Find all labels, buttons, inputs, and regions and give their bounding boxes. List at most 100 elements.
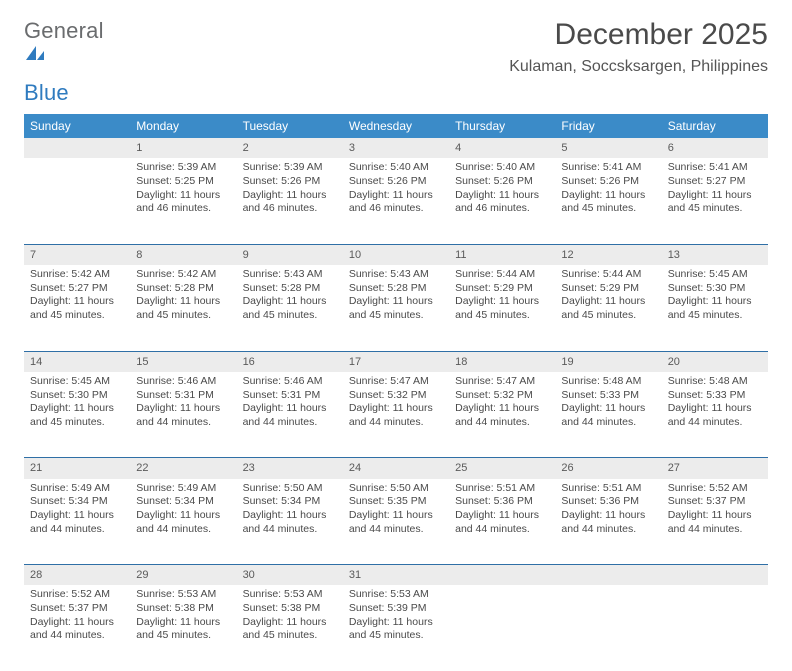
daylight-text: Daylight: 11 hours and 45 minutes. xyxy=(30,402,124,429)
brand-text: General Blue xyxy=(24,18,104,106)
day-body-row: Sunrise: 5:39 AMSunset: 5:25 PMDaylight:… xyxy=(24,158,768,244)
day-body-cell: Sunrise: 5:44 AMSunset: 5:29 PMDaylight:… xyxy=(555,265,661,351)
sunrise-text: Sunrise: 5:52 AM xyxy=(668,482,762,496)
sunrise-text: Sunrise: 5:50 AM xyxy=(349,482,443,496)
calendar-body: 123456Sunrise: 5:39 AMSunset: 5:25 PMDay… xyxy=(24,138,768,671)
day-details: Sunrise: 5:49 AMSunset: 5:34 PMDaylight:… xyxy=(24,479,130,543)
day-details: Sunrise: 5:50 AMSunset: 5:35 PMDaylight:… xyxy=(343,479,449,543)
daylight-text: Daylight: 11 hours and 45 minutes. xyxy=(243,616,337,643)
weekday-row: Sunday Monday Tuesday Wednesday Thursday… xyxy=(24,114,768,138)
daylight-text: Daylight: 11 hours and 45 minutes. xyxy=(136,616,230,643)
day-details: Sunrise: 5:51 AMSunset: 5:36 PMDaylight:… xyxy=(449,479,555,543)
sunset-text: Sunset: 5:30 PM xyxy=(668,282,762,296)
day-details: Sunrise: 5:44 AMSunset: 5:29 PMDaylight:… xyxy=(555,265,661,329)
brand-logo: General Blue xyxy=(24,18,104,106)
day-details: Sunrise: 5:43 AMSunset: 5:28 PMDaylight:… xyxy=(237,265,343,329)
sunrise-text: Sunrise: 5:44 AM xyxy=(561,268,655,282)
sunrise-text: Sunrise: 5:43 AM xyxy=(349,268,443,282)
day-number-cell: 30 xyxy=(237,565,343,586)
sunset-text: Sunset: 5:37 PM xyxy=(30,602,124,616)
daylight-text: Daylight: 11 hours and 44 minutes. xyxy=(136,509,230,536)
day-details: Sunrise: 5:51 AMSunset: 5:36 PMDaylight:… xyxy=(555,479,661,543)
daylight-text: Daylight: 11 hours and 44 minutes. xyxy=(30,616,124,643)
calendar-page: General Blue December 2025 Kulaman, Socc… xyxy=(0,0,792,612)
daylight-text: Daylight: 11 hours and 44 minutes. xyxy=(561,509,655,536)
day-details: Sunrise: 5:48 AMSunset: 5:33 PMDaylight:… xyxy=(662,372,768,436)
day-number-row: 28293031 xyxy=(24,565,768,586)
sunrise-text: Sunrise: 5:52 AM xyxy=(30,588,124,602)
daylight-text: Daylight: 11 hours and 45 minutes. xyxy=(668,189,762,216)
sunset-text: Sunset: 5:26 PM xyxy=(349,175,443,189)
day-details: Sunrise: 5:50 AMSunset: 5:34 PMDaylight:… xyxy=(237,479,343,543)
day-number-cell: 15 xyxy=(130,351,236,372)
day-body-cell: Sunrise: 5:40 AMSunset: 5:26 PMDaylight:… xyxy=(449,158,555,244)
day-body-cell xyxy=(449,585,555,671)
sunset-text: Sunset: 5:27 PM xyxy=(30,282,124,296)
sunset-text: Sunset: 5:28 PM xyxy=(243,282,337,296)
day-number-cell: 14 xyxy=(24,351,130,372)
day-number-cell: 24 xyxy=(343,458,449,479)
day-body-cell: Sunrise: 5:50 AMSunset: 5:35 PMDaylight:… xyxy=(343,479,449,565)
day-details: Sunrise: 5:53 AMSunset: 5:38 PMDaylight:… xyxy=(237,585,343,649)
daylight-text: Daylight: 11 hours and 44 minutes. xyxy=(455,402,549,429)
sunrise-text: Sunrise: 5:45 AM xyxy=(30,375,124,389)
daylight-text: Daylight: 11 hours and 46 minutes. xyxy=(349,189,443,216)
sunrise-text: Sunrise: 5:50 AM xyxy=(243,482,337,496)
sunset-text: Sunset: 5:34 PM xyxy=(243,495,337,509)
day-body-cell: Sunrise: 5:41 AMSunset: 5:27 PMDaylight:… xyxy=(662,158,768,244)
day-number-cell: 22 xyxy=(130,458,236,479)
sunrise-text: Sunrise: 5:51 AM xyxy=(561,482,655,496)
day-body-cell: Sunrise: 5:51 AMSunset: 5:36 PMDaylight:… xyxy=(449,479,555,565)
day-number-cell xyxy=(449,565,555,586)
sunset-text: Sunset: 5:39 PM xyxy=(349,602,443,616)
sunrise-text: Sunrise: 5:45 AM xyxy=(668,268,762,282)
day-body-cell: Sunrise: 5:41 AMSunset: 5:26 PMDaylight:… xyxy=(555,158,661,244)
day-number-cell: 3 xyxy=(343,138,449,158)
sunset-text: Sunset: 5:26 PM xyxy=(561,175,655,189)
sunset-text: Sunset: 5:36 PM xyxy=(455,495,549,509)
sunset-text: Sunset: 5:27 PM xyxy=(668,175,762,189)
day-details: Sunrise: 5:41 AMSunset: 5:27 PMDaylight:… xyxy=(662,158,768,222)
daylight-text: Daylight: 11 hours and 44 minutes. xyxy=(349,509,443,536)
sunset-text: Sunset: 5:33 PM xyxy=(561,389,655,403)
sunset-text: Sunset: 5:28 PM xyxy=(136,282,230,296)
weekday-header: Saturday xyxy=(662,114,768,138)
sunset-text: Sunset: 5:28 PM xyxy=(349,282,443,296)
day-details: Sunrise: 5:44 AMSunset: 5:29 PMDaylight:… xyxy=(449,265,555,329)
day-number-cell: 2 xyxy=(237,138,343,158)
day-number-cell: 16 xyxy=(237,351,343,372)
daylight-text: Daylight: 11 hours and 46 minutes. xyxy=(243,189,337,216)
daylight-text: Daylight: 11 hours and 45 minutes. xyxy=(561,295,655,322)
day-details: Sunrise: 5:42 AMSunset: 5:27 PMDaylight:… xyxy=(24,265,130,329)
sunrise-text: Sunrise: 5:42 AM xyxy=(30,268,124,282)
day-number-cell: 25 xyxy=(449,458,555,479)
day-details: Sunrise: 5:49 AMSunset: 5:34 PMDaylight:… xyxy=(130,479,236,543)
sunrise-text: Sunrise: 5:47 AM xyxy=(349,375,443,389)
day-details: Sunrise: 5:47 AMSunset: 5:32 PMDaylight:… xyxy=(449,372,555,436)
sunrise-text: Sunrise: 5:39 AM xyxy=(136,161,230,175)
day-number-cell: 8 xyxy=(130,244,236,265)
title-block: December 2025 Kulaman, Soccsksargen, Phi… xyxy=(509,18,768,76)
sunset-text: Sunset: 5:35 PM xyxy=(349,495,443,509)
day-body-cell: Sunrise: 5:43 AMSunset: 5:28 PMDaylight:… xyxy=(237,265,343,351)
weekday-header: Thursday xyxy=(449,114,555,138)
daylight-text: Daylight: 11 hours and 44 minutes. xyxy=(243,402,337,429)
brand-sail-icon xyxy=(24,44,104,62)
day-number-cell: 18 xyxy=(449,351,555,372)
day-details: Sunrise: 5:43 AMSunset: 5:28 PMDaylight:… xyxy=(343,265,449,329)
sunrise-text: Sunrise: 5:39 AM xyxy=(243,161,337,175)
day-number-row: 14151617181920 xyxy=(24,351,768,372)
daylight-text: Daylight: 11 hours and 44 minutes. xyxy=(668,402,762,429)
daylight-text: Daylight: 11 hours and 44 minutes. xyxy=(561,402,655,429)
day-body-cell: Sunrise: 5:50 AMSunset: 5:34 PMDaylight:… xyxy=(237,479,343,565)
day-body-cell: Sunrise: 5:39 AMSunset: 5:25 PMDaylight:… xyxy=(130,158,236,244)
day-details: Sunrise: 5:45 AMSunset: 5:30 PMDaylight:… xyxy=(662,265,768,329)
day-number-cell: 10 xyxy=(343,244,449,265)
day-details: Sunrise: 5:40 AMSunset: 5:26 PMDaylight:… xyxy=(449,158,555,222)
day-details: Sunrise: 5:46 AMSunset: 5:31 PMDaylight:… xyxy=(130,372,236,436)
day-number-cell: 17 xyxy=(343,351,449,372)
daylight-text: Daylight: 11 hours and 45 minutes. xyxy=(455,295,549,322)
daylight-text: Daylight: 11 hours and 44 minutes. xyxy=(349,402,443,429)
day-body-cell xyxy=(662,585,768,671)
daylight-text: Daylight: 11 hours and 44 minutes. xyxy=(136,402,230,429)
